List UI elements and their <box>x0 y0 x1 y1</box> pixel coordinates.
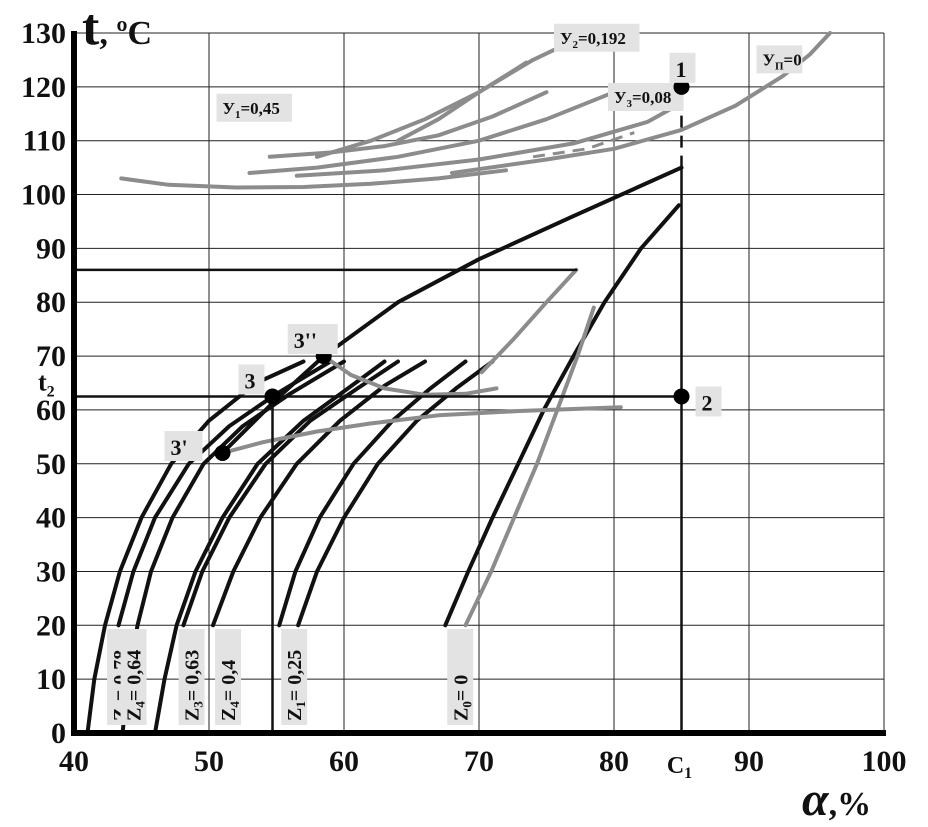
label-box <box>447 629 474 725</box>
x-tick-label: 60 <box>329 745 359 778</box>
label-box <box>120 629 147 725</box>
series-line <box>277 359 468 628</box>
point-marker <box>214 445 231 461</box>
y-tick-label: 30 <box>36 555 66 588</box>
y-tick-label: 100 <box>21 179 66 212</box>
y-axis-title: t, ºC <box>82 0 152 56</box>
annotation-box <box>756 45 803 74</box>
y-tick-label: 0 <box>51 717 66 750</box>
series-line <box>463 305 596 628</box>
y-annotation: У1=0,45 <box>216 93 293 122</box>
series-line <box>532 131 635 159</box>
point-label: 3 <box>244 368 255 393</box>
x-tick-label: 90 <box>734 745 764 778</box>
series-line <box>220 405 623 455</box>
annotation-text: У2=0,192 <box>560 29 626 51</box>
axes-frame <box>71 31 886 736</box>
y-tick-label: 120 <box>21 71 66 104</box>
y-tick-label: 80 <box>36 286 66 319</box>
y-annotation: УП=0 <box>756 45 803 74</box>
z-series-label: Z1= 0,25 <box>281 629 308 725</box>
z-label-text: Z4= 0,64 <box>124 650 148 721</box>
series-line <box>247 90 616 175</box>
z-label-text: Z3= 0,63 <box>182 650 206 721</box>
z-series-label: Z4= 0,4 <box>215 629 242 725</box>
y-tick-label: 20 <box>36 609 66 642</box>
series-line <box>315 41 569 159</box>
annotation-text: У1=0,45 <box>223 99 280 121</box>
series-line <box>479 267 579 375</box>
z-label-text: Z1= 0,25 <box>284 650 308 721</box>
point-label-box <box>164 431 203 461</box>
series-line <box>153 359 387 735</box>
y-tick-label: 110 <box>23 125 66 158</box>
y-annotation: У3=0,08 <box>608 83 684 111</box>
point-label: 3' <box>171 435 188 460</box>
point-marker <box>264 388 281 405</box>
annotation-box <box>608 83 684 111</box>
y-tick-label: 50 <box>36 448 66 481</box>
y-special-tick-label: t2 <box>38 367 55 400</box>
y-tick-label: 130 <box>21 17 66 50</box>
annotation-text: У3=0,08 <box>614 88 671 110</box>
point-label-box <box>669 52 696 83</box>
x-tick-label: 80 <box>599 745 629 778</box>
point-label-box <box>287 324 338 355</box>
series-line <box>450 31 832 175</box>
series-line <box>294 101 684 178</box>
series-line <box>296 359 495 628</box>
label-box <box>178 629 205 725</box>
point-label: 2 <box>702 390 713 415</box>
point-label: 1 <box>676 57 687 82</box>
y-tick-label: 10 <box>36 663 66 696</box>
annotation-box <box>554 23 640 52</box>
annotation-text: УП=0 <box>763 50 802 72</box>
x-tick-label: 100 <box>862 745 907 778</box>
series-line <box>267 90 549 159</box>
y-tick-label: 60 <box>36 394 66 427</box>
z-series-label: Z3= 0,63 <box>178 629 206 725</box>
point-label-box <box>238 364 265 395</box>
series-line <box>181 359 400 628</box>
grid <box>73 32 885 734</box>
series-line <box>116 359 333 628</box>
point-label-box <box>695 386 722 417</box>
label-box <box>281 629 308 725</box>
y-tick-label: 90 <box>36 232 66 265</box>
point-markers: 1 2 3 3' 3'' <box>164 52 722 461</box>
x-axis-title: α,% <box>802 773 871 826</box>
y-tick-label: 40 <box>36 502 66 535</box>
z-label-text: Z0= 0 <box>450 675 474 721</box>
annotation-box <box>216 93 293 122</box>
x-tick-label: 50 <box>194 745 224 778</box>
point-marker <box>673 388 690 405</box>
series-line <box>211 359 427 628</box>
z-series-label: Z4= 0,64 <box>120 629 148 725</box>
y-tick-label: 70 <box>36 340 66 373</box>
x-tick-label: 70 <box>464 745 494 778</box>
x-tick-label: 40 <box>59 745 89 778</box>
point-label: 3'' <box>294 328 317 353</box>
tick-labels: 0 10 20 30 40 50 60 70 80 90 100 110 120 130 40 50 60 70 8… <box>21 17 907 782</box>
z-label-text: Z4= 0,4 <box>218 660 242 721</box>
label-box <box>215 629 242 725</box>
x-special-tick-label: С1 <box>667 753 692 782</box>
series-line <box>321 354 499 397</box>
z-series-label: Z0= 0 <box>447 629 474 725</box>
series-line <box>443 203 681 628</box>
y-annotation: У2=0,192 <box>554 23 640 52</box>
series-line <box>119 168 508 190</box>
series-layer <box>72 31 832 735</box>
series-line <box>396 60 529 143</box>
